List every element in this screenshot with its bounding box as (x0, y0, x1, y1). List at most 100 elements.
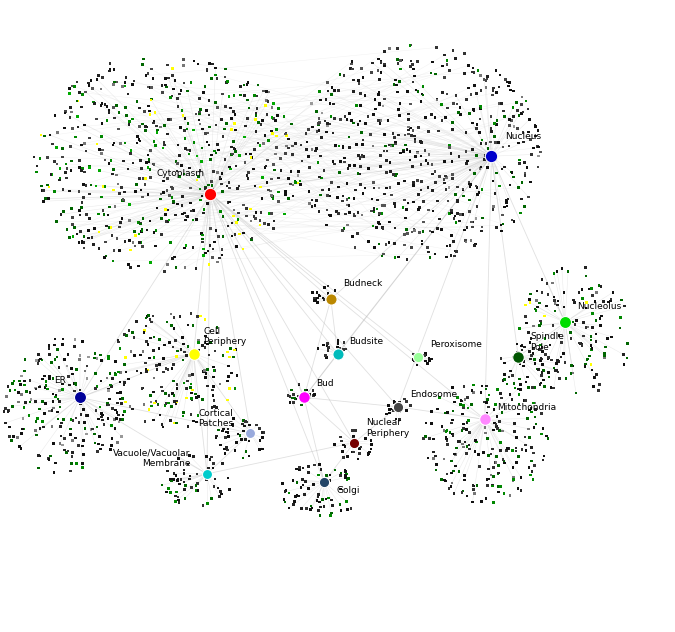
Point (520, 395, 531, 405)
Point (186, 483, 197, 493)
Point (94, 243, 105, 253)
Point (33, 356, 44, 366)
Point (121, 111, 132, 121)
Point (132, 97, 142, 107)
Point (229, 143, 240, 154)
Point (263, 136, 274, 146)
Point (57, 379, 68, 389)
Point (134, 121, 145, 131)
Point (155, 189, 166, 199)
Point (283, 134, 294, 144)
Point (503, 81, 514, 91)
Point (520, 168, 531, 178)
Point (460, 394, 470, 404)
Point (408, 64, 418, 74)
Point (84, 162, 95, 173)
Point (340, 441, 350, 451)
Point (483, 474, 494, 484)
Point (321, 494, 331, 504)
Point (369, 204, 379, 214)
Point (406, 130, 416, 140)
Point (352, 229, 363, 239)
Point (89, 99, 100, 109)
Point (22, 387, 32, 397)
Point (356, 150, 367, 160)
Point (96, 412, 107, 422)
Point (173, 492, 184, 502)
Point (165, 115, 176, 125)
Point (200, 368, 211, 379)
Point (123, 260, 134, 270)
Point (200, 248, 211, 258)
Point (394, 104, 404, 114)
Point (110, 405, 121, 415)
Point (514, 110, 524, 120)
Point (119, 377, 130, 387)
Point (51, 142, 62, 152)
Point (107, 169, 118, 179)
Point (209, 482, 219, 492)
Point (531, 121, 541, 131)
Point (206, 494, 217, 504)
Point (493, 468, 504, 478)
Point (214, 253, 225, 263)
Point (160, 204, 171, 214)
Point (20, 380, 30, 390)
Point (395, 99, 406, 109)
Point (200, 183, 211, 193)
Point (126, 346, 136, 356)
Point (258, 86, 269, 96)
Point (14, 376, 25, 386)
Point (314, 459, 325, 470)
Point (109, 202, 120, 212)
Point (499, 202, 510, 212)
Point (458, 210, 468, 220)
Point (115, 394, 126, 404)
Point (340, 473, 351, 483)
Point (327, 500, 338, 510)
Point (448, 236, 459, 246)
Point (166, 320, 177, 331)
Point (120, 397, 131, 407)
Point (119, 236, 130, 246)
Point (497, 219, 508, 229)
Point (68, 416, 78, 426)
Point (239, 131, 250, 142)
Point (287, 393, 298, 403)
Point (526, 407, 537, 417)
Point (348, 87, 359, 97)
Point (254, 220, 265, 230)
Point (82, 374, 92, 384)
Point (391, 80, 402, 90)
Point (33, 451, 44, 461)
Point (423, 247, 434, 257)
Point (162, 260, 173, 270)
Point (132, 366, 142, 376)
Point (383, 115, 394, 125)
Point (191, 417, 202, 427)
Point (65, 415, 76, 425)
Point (224, 383, 235, 393)
Point (497, 164, 508, 174)
Point (374, 239, 385, 249)
Point (130, 186, 140, 197)
Point (389, 398, 400, 408)
Point (339, 153, 350, 163)
Point (180, 494, 190, 504)
Point (596, 311, 607, 321)
Point (177, 106, 188, 116)
Point (30, 383, 40, 393)
Point (268, 223, 279, 233)
Point (524, 404, 535, 415)
Point (546, 355, 557, 365)
Point (466, 399, 477, 410)
Point (81, 429, 92, 439)
Point (143, 101, 154, 111)
Point (508, 463, 518, 473)
Point (262, 178, 273, 188)
Point (162, 129, 173, 139)
Point (529, 398, 539, 408)
Point (128, 238, 138, 248)
Point (301, 385, 312, 395)
Point (83, 233, 94, 243)
